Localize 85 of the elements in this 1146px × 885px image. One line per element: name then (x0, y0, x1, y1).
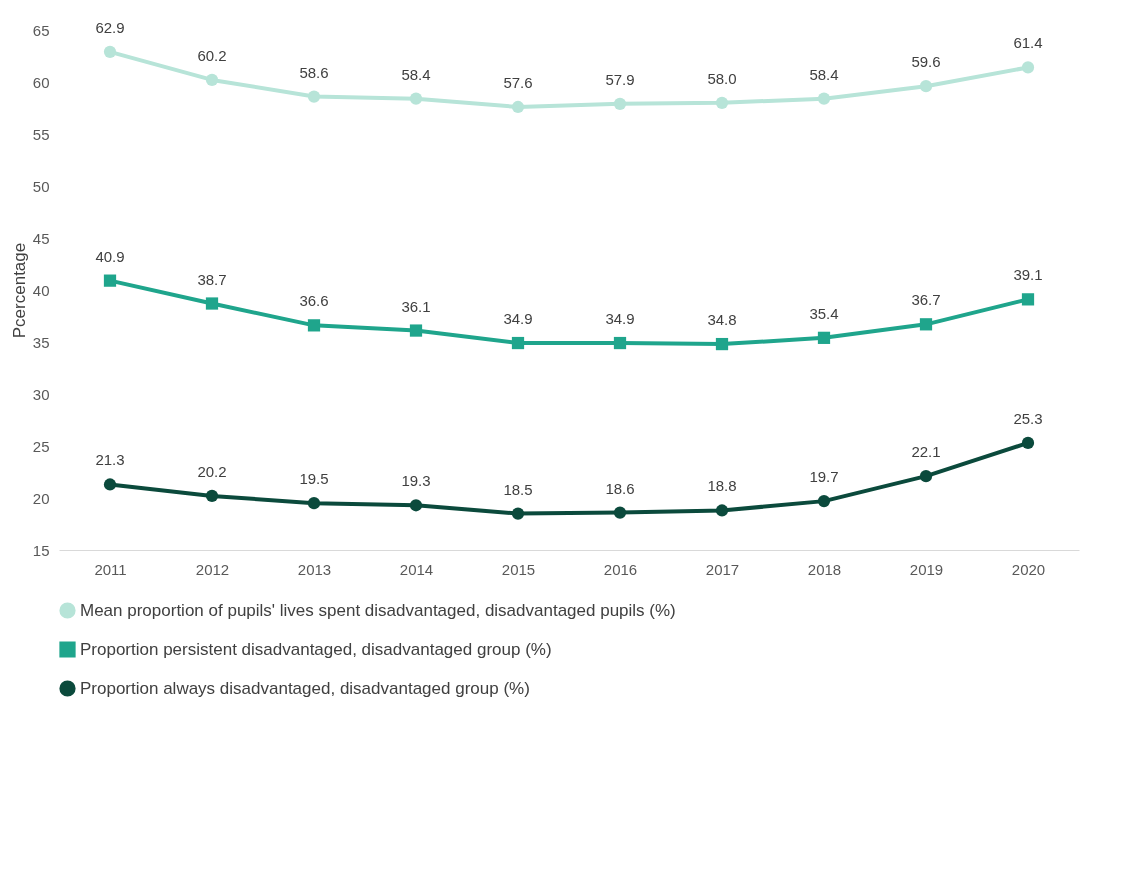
point (409, 324, 423, 337)
data-label: 58.6 (299, 63, 329, 81)
point (613, 336, 627, 350)
point (103, 274, 117, 287)
data-label: 34.9 (503, 310, 533, 328)
point (409, 499, 423, 512)
x-tick-label: 2018 (807, 560, 842, 578)
data-label: 25.3 (1013, 409, 1043, 427)
point (919, 318, 933, 331)
y-tick-label: 50 (32, 177, 50, 195)
point (1021, 293, 1035, 306)
legend-label: Mean proportion of pupils' lives spent disadvantaged, disadvantaged pupils (%) (80, 600, 676, 620)
x-tick-label: 2017 (705, 560, 740, 578)
data-label: 21.3 (95, 451, 125, 469)
point (715, 337, 729, 351)
data-label: 19.3 (401, 472, 431, 490)
point (307, 319, 321, 332)
point (715, 504, 729, 517)
point (613, 97, 627, 110)
point (919, 470, 933, 483)
point (205, 489, 219, 503)
data-label: 18.6 (605, 479, 635, 497)
data-label: 59.6 (911, 53, 941, 71)
x-tick-label: 2015 (501, 560, 536, 578)
y-tick-label: 25 (32, 437, 50, 455)
data-label: 61.4 (1013, 34, 1043, 52)
y-tick-label: 40 (32, 281, 50, 299)
data-label: 19.5 (299, 470, 329, 488)
point (1021, 436, 1035, 449)
y-tick-label: 30 (32, 385, 50, 403)
point (715, 96, 729, 109)
y-tick-label: 60 (32, 73, 50, 91)
data-label: 36.7 (911, 291, 941, 309)
y-axis-title: Pcercentage (9, 242, 29, 339)
point (511, 507, 525, 520)
point (103, 478, 117, 491)
legend-label: Proportion always disadvantaged, disadvantaged group (%) (80, 678, 530, 698)
y-tick-label: 15 (32, 541, 50, 559)
point (409, 92, 423, 105)
point (919, 80, 933, 93)
data-label: 34.8 (707, 311, 737, 329)
data-label: 18.8 (707, 477, 737, 495)
point (817, 331, 831, 344)
data-label: 35.4 (809, 304, 839, 322)
point (307, 497, 321, 510)
point (511, 336, 525, 350)
data-label: 34.9 (605, 310, 635, 328)
data-label: 22.1 (911, 443, 941, 461)
data-label: 39.1 (1013, 266, 1043, 284)
data-label: 57.6 (503, 73, 533, 91)
data-label: 40.9 (95, 247, 125, 265)
point (307, 90, 321, 103)
data-label: 58.4 (401, 65, 431, 83)
point (205, 73, 219, 87)
legend-label: Proportion persistent disadvantaged, disadvantaged group (%) (80, 639, 552, 659)
x-tick-label: 2013 (297, 560, 332, 578)
data-label: 19.7 (809, 468, 839, 486)
data-label: 58.4 (809, 65, 839, 83)
point (511, 100, 525, 114)
data-label: 60.2 (197, 46, 227, 64)
data-label: 36.1 (401, 297, 431, 315)
data-label: 36.6 (299, 292, 329, 310)
y-tick-label: 55 (32, 125, 50, 143)
x-tick-label: 2019 (909, 560, 944, 578)
data-label: 62.9 (95, 18, 125, 36)
point (817, 92, 831, 105)
point (103, 45, 117, 58)
y-tick-label: 65 (32, 21, 50, 39)
x-tick-label: 2012 (195, 560, 230, 578)
data-label: 18.5 (503, 480, 533, 498)
x-tick-label: 2011 (94, 560, 127, 578)
y-tick-label: 35 (32, 333, 50, 351)
x-tick-label: 2014 (399, 560, 434, 578)
data-label: 20.2 (197, 462, 227, 480)
y-tick-label: 20 (32, 489, 50, 507)
point (613, 506, 627, 519)
point (1021, 61, 1035, 74)
y-tick-label: 45 (32, 229, 50, 247)
x-tick-label: 2020 (1011, 560, 1046, 578)
data-label: 58.0 (707, 69, 737, 87)
data-label: 38.7 (197, 270, 227, 288)
data-label: 57.9 (605, 70, 635, 88)
point (205, 297, 219, 310)
point (817, 495, 831, 508)
x-tick-label: 2016 (603, 560, 638, 578)
